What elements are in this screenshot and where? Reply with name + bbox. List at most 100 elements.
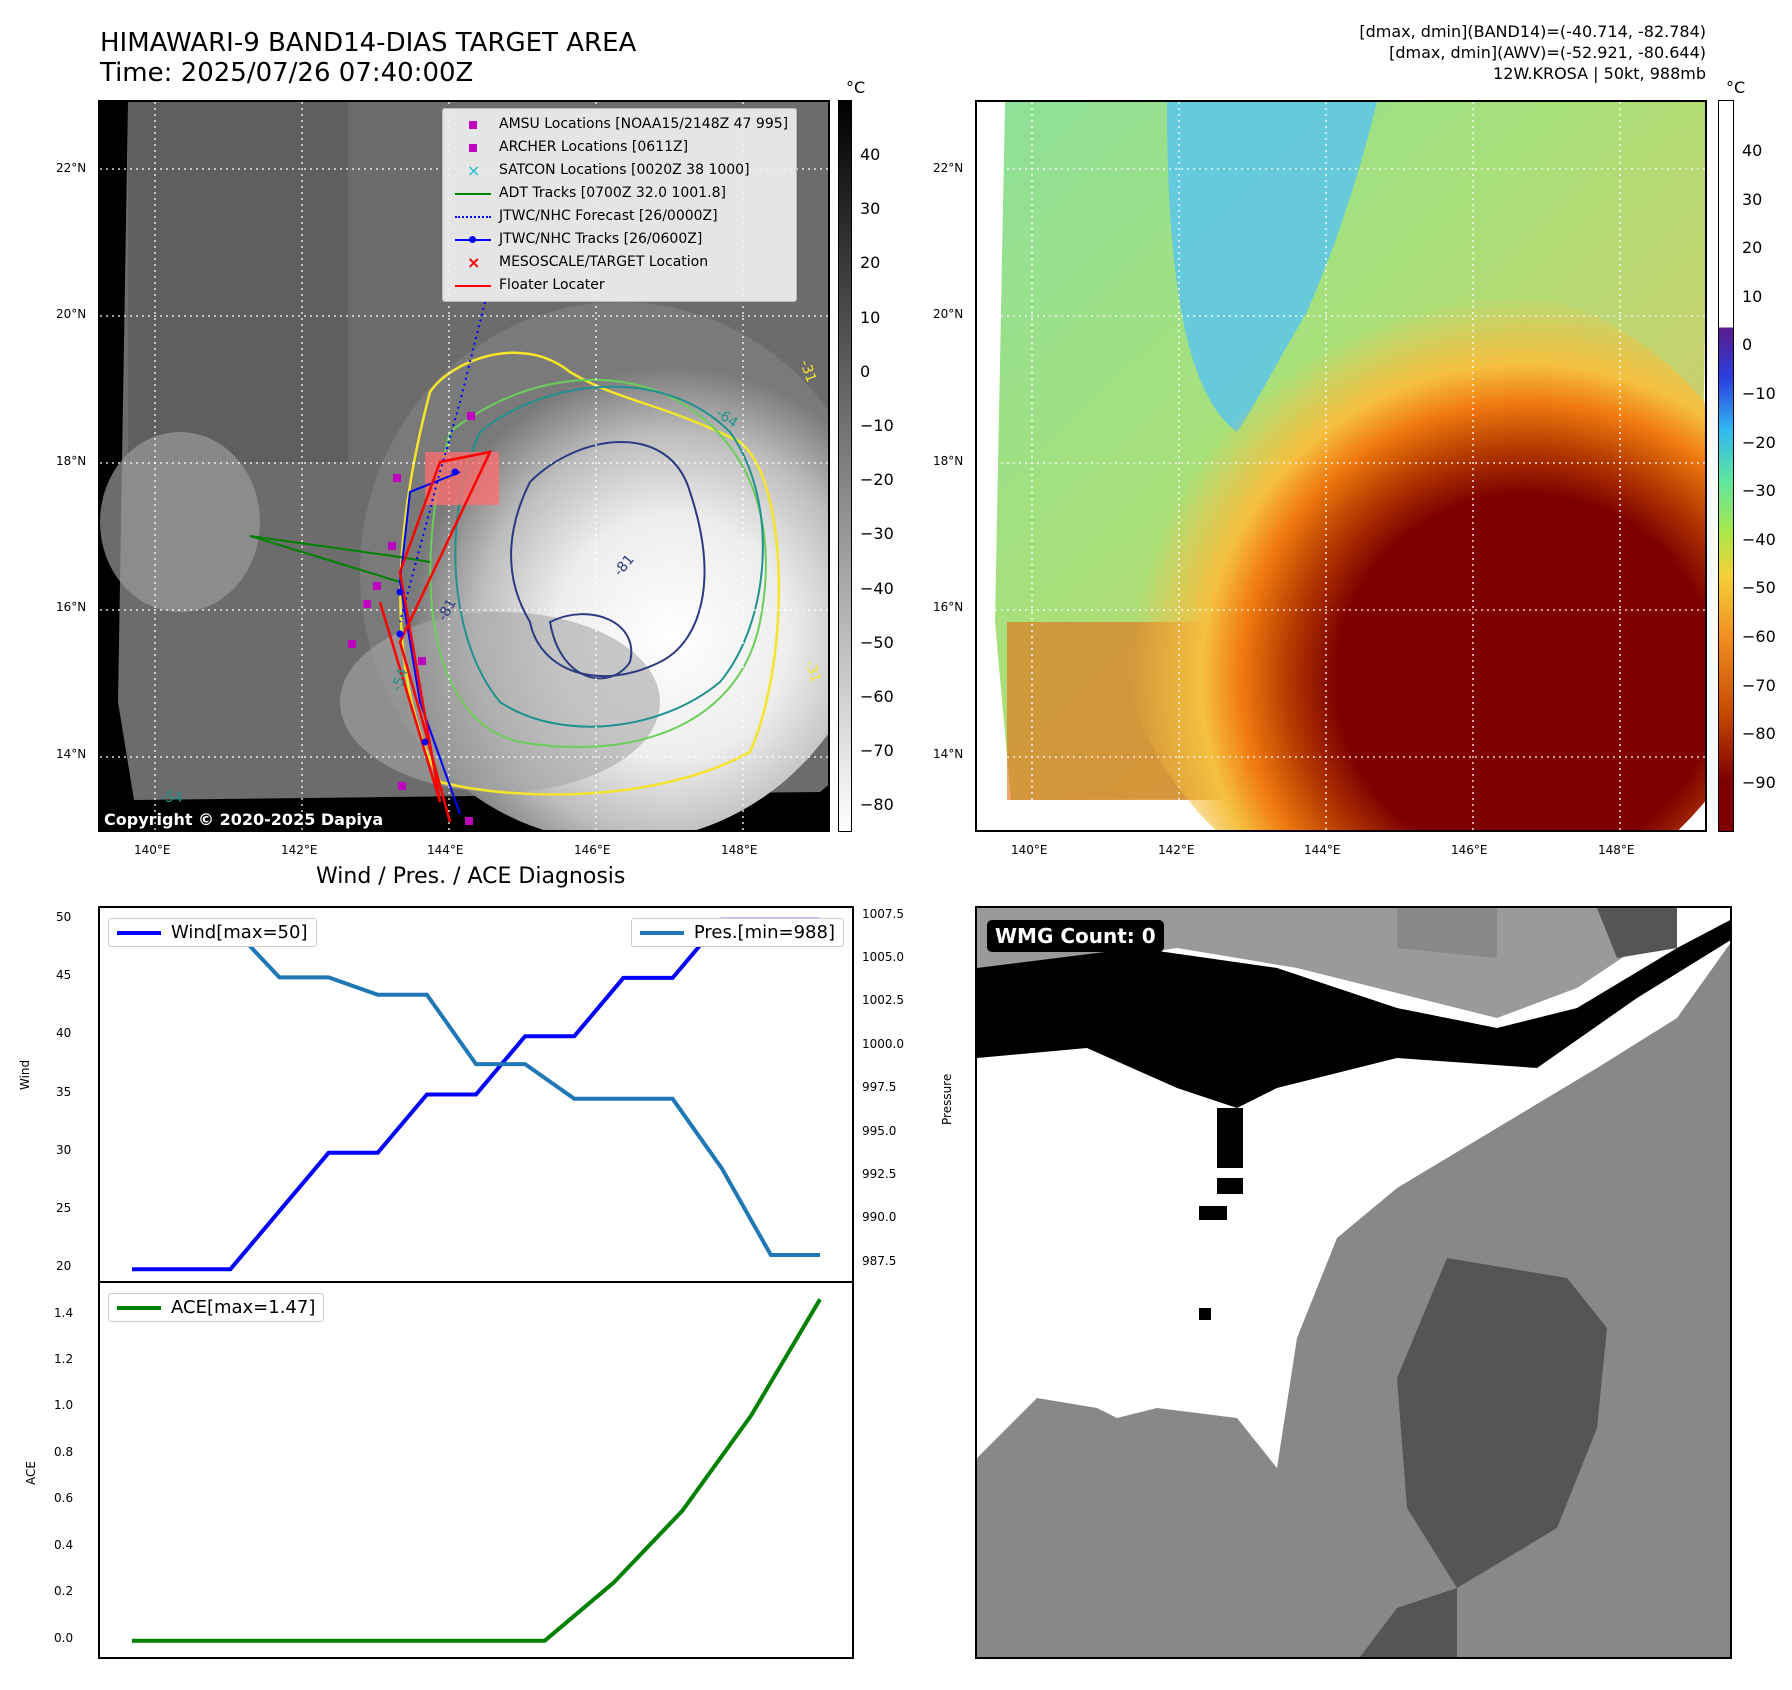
pres-tick: 1007.5	[862, 906, 904, 921]
wind-tick: 20	[56, 1259, 72, 1274]
ace-tick: 0.0	[54, 1630, 74, 1645]
lon-label: 140°E	[1011, 843, 1048, 857]
lat-label: 16°N	[56, 600, 87, 614]
contour-minus64	[454, 385, 764, 728]
wmg-count-badge: WMG Count: 0	[987, 920, 1164, 952]
adt-track	[249, 535, 431, 563]
lon-label: 142°E	[281, 843, 318, 857]
wind-tick: 40	[56, 1026, 72, 1041]
wind-axis-label: Wind	[18, 1059, 32, 1090]
lon-label: 148°E	[721, 843, 758, 857]
pres-tick: 1005.0	[862, 950, 904, 965]
legend-item-target: × MESOSCALE/TARGET Location	[467, 252, 709, 272]
wind-tick: 35	[56, 1084, 72, 1099]
dmax-awv-info: [dmax, dmin](AWV)=(-52.921, -80.644)	[1389, 43, 1706, 62]
best-track	[398, 471, 461, 815]
lat-label: 14°N	[933, 747, 964, 761]
wmg-panel: WMG Count: 0	[975, 906, 1732, 1659]
contour-label: -31	[801, 658, 824, 685]
color-colorbar-tick: 40	[1742, 141, 1763, 160]
diagnosis-title: Wind / Pres. / ACE Diagnosis	[316, 864, 626, 889]
contour-label: -54	[389, 666, 412, 693]
ace-tick: 0.8	[54, 1444, 74, 1459]
pres-series-line	[132, 923, 820, 1257]
color-colorbar-tick: 10	[1742, 286, 1763, 306]
gray-colorbar-tick: −40	[860, 578, 894, 598]
legend-item-archer: ARCHER Locations [0611Z]	[453, 136, 788, 159]
floater-track	[378, 450, 493, 823]
pres-tick: 997.5	[862, 1080, 897, 1095]
color-colorbar-tick: 30	[1742, 189, 1763, 209]
color-colorbar-tick: −80	[1742, 724, 1776, 744]
wind-tick: 50	[56, 909, 72, 924]
lon-label: 144°E	[1304, 843, 1341, 857]
wind-tick: 45	[56, 967, 72, 982]
legend-item-amsu: AMSU Locations [NOAA15/2148Z 47 995]	[453, 113, 788, 136]
gray-colorbar-tick: −10	[860, 416, 894, 435]
dmax-band14-info: [dmax, dmin](BAND14)=(-40.714, -82.784)	[1359, 22, 1706, 41]
wmg-dark-region	[1397, 1258, 1607, 1588]
cold-core	[1117, 282, 1705, 830]
legend-item-satcon: × SATCON Locations [0020Z 38 1000]	[467, 160, 750, 180]
color-colorbar	[1718, 100, 1734, 832]
wmg-black-region	[977, 920, 1730, 1108]
contour-minus54	[429, 378, 767, 748]
gray-colorbar	[838, 100, 852, 832]
ace-tick: 0.4	[54, 1537, 74, 1552]
pres-tick: 992.5	[862, 1166, 897, 1181]
contour-minus31	[399, 351, 781, 796]
ace-svg	[132, 1298, 822, 1643]
wind-tick: 25	[56, 1201, 72, 1216]
gray-colorbar-tick: −50	[860, 632, 894, 652]
pres-tick: 987.5	[862, 1253, 897, 1268]
track-dots	[396, 468, 459, 746]
lat-label: 22°N	[56, 161, 87, 175]
gray-colorbar-unit: °C	[846, 78, 866, 97]
pressure-axis-label: Pressure	[940, 1073, 954, 1125]
lat-label: 16°N	[933, 600, 964, 614]
wind-pres-svg	[132, 917, 820, 1272]
target-area-box	[425, 452, 499, 505]
awv-map-svg	[977, 102, 1705, 830]
wind-pres-plot: Wind[max=50] Pres.[min=988]	[98, 906, 854, 1283]
lat-label: 18°N	[933, 454, 964, 468]
map-legend: AMSU Locations [NOAA15/2148Z 47 995] ARC…	[442, 108, 798, 302]
contour-minus81	[510, 441, 706, 677]
gray-colorbar-tick: −30	[860, 524, 894, 544]
legend-item-tracks: JTWC/NHC Tracks [26/0600Z]	[453, 228, 788, 251]
lon-label: 148°E	[1598, 843, 1635, 857]
gray-colorbar-tick: −60	[860, 687, 894, 706]
lon-label: 142°E	[1158, 843, 1195, 857]
wmg-svg	[977, 908, 1730, 1657]
legend-item-adt: ADT Tracks [0700Z 32.0 1001.8]	[453, 182, 788, 205]
pres-tick: 1002.5	[862, 993, 904, 1008]
lat-label: 20°N	[56, 307, 87, 321]
gray-colorbar-tick: 30	[860, 199, 881, 219]
lat-label: 20°N	[933, 307, 964, 321]
map-title-line1: HIMAWARI-9 BAND14-DIAS TARGET AREA	[100, 28, 637, 58]
pres-tick: 1000.0	[862, 1036, 904, 1051]
gray-colorbar-tick: −20	[860, 470, 894, 490]
lon-label: 144°E	[427, 843, 464, 857]
wind-series-line	[132, 917, 820, 1272]
ace-tick: 1.2	[54, 1351, 74, 1366]
ace-plot: ACE[max=1.47]	[98, 1281, 854, 1659]
gray-colorbar-tick: 40	[860, 145, 881, 164]
ace-series-line	[132, 1298, 822, 1643]
gray-colorbar-tick: −80	[860, 795, 894, 815]
ace-tick: 0.2	[54, 1584, 74, 1599]
wind-tick: 30	[56, 1142, 72, 1157]
gray-colorbar-tick: 10	[860, 307, 881, 327]
color-colorbar-tick: −20	[1742, 432, 1776, 452]
legend-item-floater: Floater Locater	[453, 274, 788, 297]
copyright-text: Copyright © 2020-2025 Dapiya	[104, 810, 384, 829]
color-colorbar-tick: −50	[1742, 578, 1776, 598]
ir-map-panel: -64 -81 -81 -31 -54 -54 -31 Copyright © …	[98, 100, 830, 832]
gray-colorbar-tick: 20	[860, 253, 881, 273]
color-colorbar-tick: −40	[1742, 529, 1776, 549]
color-colorbar-tick: −90	[1742, 772, 1776, 792]
pres-legend: Pres.[min=988]	[630, 918, 844, 947]
ace-axis-label: ACE	[24, 1461, 38, 1485]
color-colorbar-tick: −30	[1742, 481, 1776, 501]
amsu-markers	[348, 412, 475, 825]
